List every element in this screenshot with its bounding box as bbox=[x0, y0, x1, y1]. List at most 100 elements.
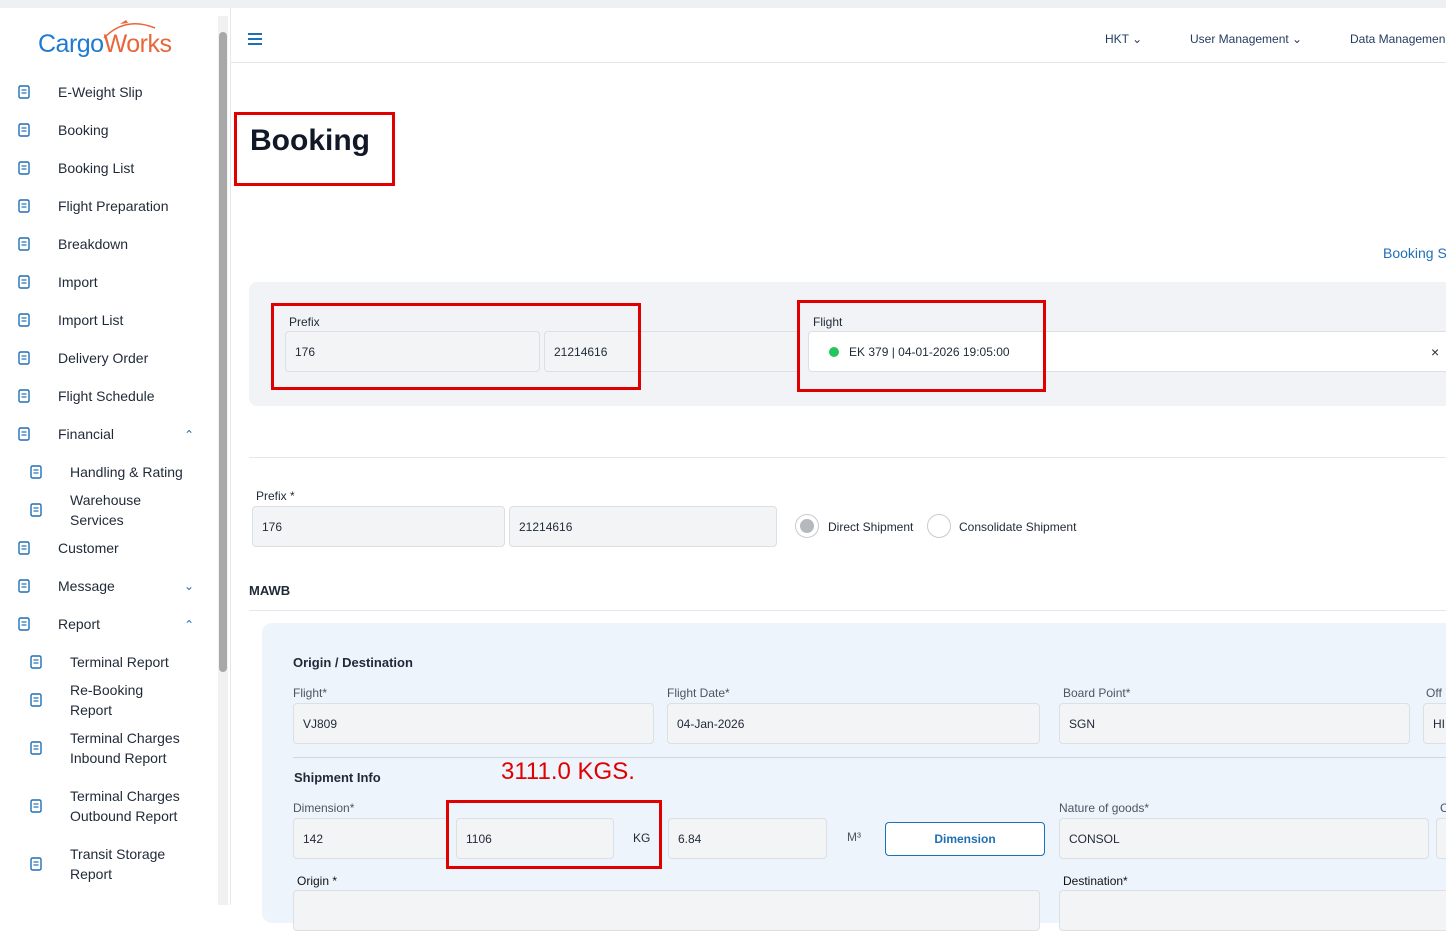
unit: M³ bbox=[847, 830, 861, 844]
nav-item[interactable]: Flight Schedule bbox=[0, 377, 214, 415]
nav-icon bbox=[18, 313, 30, 327]
nav-item[interactable]: Handling & Rating bbox=[0, 453, 214, 491]
topbar bbox=[231, 14, 1446, 63]
field-label: Destination* bbox=[1063, 874, 1128, 888]
nav-item[interactable]: Import List bbox=[0, 301, 214, 339]
nav-label: E-Weight Slip bbox=[58, 84, 143, 100]
clear-button[interactable]: × bbox=[1431, 344, 1440, 360]
nav-label: Terminal Report bbox=[70, 654, 169, 670]
field-input[interactable] bbox=[293, 890, 1040, 931]
radio[interactable] bbox=[795, 514, 819, 538]
nav-label: Customer bbox=[58, 540, 119, 556]
field-input[interactable]: 04-Jan-2026 bbox=[667, 703, 1040, 744]
expand-chevron: ⌄ bbox=[184, 617, 195, 631]
nav-icon bbox=[30, 503, 42, 517]
nav-item[interactable]: Warehouse Services bbox=[0, 491, 214, 529]
nav-item[interactable]: Flight Preparation bbox=[0, 187, 214, 225]
prefix-input[interactable]: 176 bbox=[252, 506, 505, 547]
field-label: Off bbox=[1426, 686, 1442, 700]
nav-icon bbox=[30, 741, 42, 755]
nav-icon bbox=[30, 799, 42, 813]
nav-item[interactable]: Terminal Charges Outbound Report bbox=[0, 777, 214, 835]
nav-icon bbox=[18, 275, 30, 289]
radio-label: Direct Shipment bbox=[828, 520, 914, 534]
field-label: Prefix * bbox=[256, 489, 295, 503]
nav-item[interactable]: Financial ⌄ bbox=[0, 415, 214, 453]
subsection-title: Origin / Destination bbox=[293, 655, 413, 670]
nav-label: Message bbox=[58, 578, 115, 594]
nav-label: Handling & Rating bbox=[70, 464, 183, 480]
nav-item[interactable]: Import bbox=[0, 263, 214, 301]
nav-label: Flight Schedule bbox=[58, 388, 155, 404]
nav-item[interactable]: Transit Storage Report bbox=[0, 835, 214, 893]
nav-label: Import List bbox=[58, 312, 124, 328]
nav-item[interactable]: Terminal Charges Inbound Report bbox=[0, 719, 214, 777]
nav-item[interactable]: Breakdown bbox=[0, 225, 214, 263]
field-label: Board Point* bbox=[1063, 686, 1131, 700]
dimension-button[interactable]: Dimension bbox=[885, 822, 1045, 856]
nav-label: Breakdown bbox=[58, 236, 129, 252]
nav-item[interactable]: Terminal Report bbox=[0, 643, 214, 681]
number-input[interactable]: 21214616 bbox=[544, 331, 800, 372]
menu-toggle[interactable] bbox=[248, 33, 262, 45]
divider bbox=[249, 457, 1446, 458]
nav-label: Delivery Order bbox=[58, 350, 149, 366]
nav-label: Flight Preparation bbox=[58, 198, 169, 214]
nav-label: Re-Booking Report bbox=[70, 682, 144, 718]
nav-icon bbox=[18, 579, 30, 593]
field-input[interactable]: CONSOL bbox=[1059, 818, 1429, 859]
nav-icon bbox=[18, 199, 30, 213]
nav-label: Warehouse Services bbox=[70, 492, 142, 528]
link[interactable]: Booking S bbox=[1383, 245, 1446, 261]
field-label: Dimension* bbox=[293, 801, 355, 815]
field-input[interactable] bbox=[1436, 818, 1446, 859]
nav-icon bbox=[18, 161, 30, 175]
nav-item[interactable]: Report ⌄ bbox=[0, 605, 214, 643]
nav-label: Terminal Charges Outbound Report bbox=[70, 788, 180, 824]
nav-item[interactable]: Delivery Order bbox=[0, 339, 214, 377]
nav-item[interactable]: Booking List bbox=[0, 149, 214, 187]
nav-item[interactable]: Message ⌄ bbox=[0, 567, 214, 605]
logo-part: Cargo bbox=[38, 30, 104, 58]
prefix-input[interactable]: 176 bbox=[285, 331, 540, 372]
field-input[interactable]: SGN bbox=[1059, 703, 1410, 744]
nav-icon bbox=[30, 857, 42, 871]
nav-label: Booking bbox=[58, 122, 109, 138]
browser-strip bbox=[0, 0, 1446, 8]
nav-label: Terminal Charges Inbound Report bbox=[70, 730, 180, 766]
number-input[interactable]: 21214616 bbox=[509, 506, 777, 547]
scrollbar-thumb bbox=[219, 32, 227, 672]
highlight-box bbox=[271, 303, 641, 390]
annotation: 3111.0 KGS. bbox=[501, 758, 635, 785]
field-input[interactable]: VJ809 bbox=[293, 703, 654, 744]
mawb-panel bbox=[262, 623, 1446, 923]
top-menu[interactable]: Data Managemen bbox=[1350, 32, 1445, 46]
top-menu[interactable]: HKT ⌄ bbox=[1105, 32, 1143, 46]
divider bbox=[249, 610, 1446, 611]
weight-input[interactable]: 1106 bbox=[456, 818, 614, 859]
divider bbox=[293, 757, 1446, 758]
nav-item[interactable]: Customer bbox=[0, 529, 214, 567]
nav-icon bbox=[18, 541, 30, 555]
volume-input[interactable]: 6.84 bbox=[668, 818, 827, 859]
nav-icon bbox=[18, 85, 30, 99]
nav-icon bbox=[30, 693, 42, 707]
expand-chevron: ⌄ bbox=[184, 427, 195, 441]
radio-dot bbox=[800, 519, 814, 533]
nav-icon bbox=[18, 389, 30, 403]
highlight-box bbox=[234, 112, 395, 186]
field-input[interactable] bbox=[1059, 890, 1446, 931]
logo: CargoWorks bbox=[38, 30, 172, 59]
nav-label: Import bbox=[58, 274, 98, 290]
nav-item[interactable]: E-Weight Slip bbox=[0, 73, 214, 111]
field-input[interactable]: HI bbox=[1423, 703, 1446, 744]
flight-select[interactable]: EK 379 | 04-01-2026 19:05:00 bbox=[808, 331, 1446, 372]
pieces-input[interactable]: 142 bbox=[293, 818, 449, 859]
logo-swoosh bbox=[103, 20, 156, 39]
nav-item[interactable]: Re-Booking Report bbox=[0, 681, 214, 719]
top-menu-label: HKT bbox=[1105, 32, 1129, 46]
radio[interactable] bbox=[927, 514, 951, 538]
top-menu[interactable]: User Management ⌄ bbox=[1190, 32, 1303, 46]
nav-item[interactable]: Booking bbox=[0, 111, 214, 149]
